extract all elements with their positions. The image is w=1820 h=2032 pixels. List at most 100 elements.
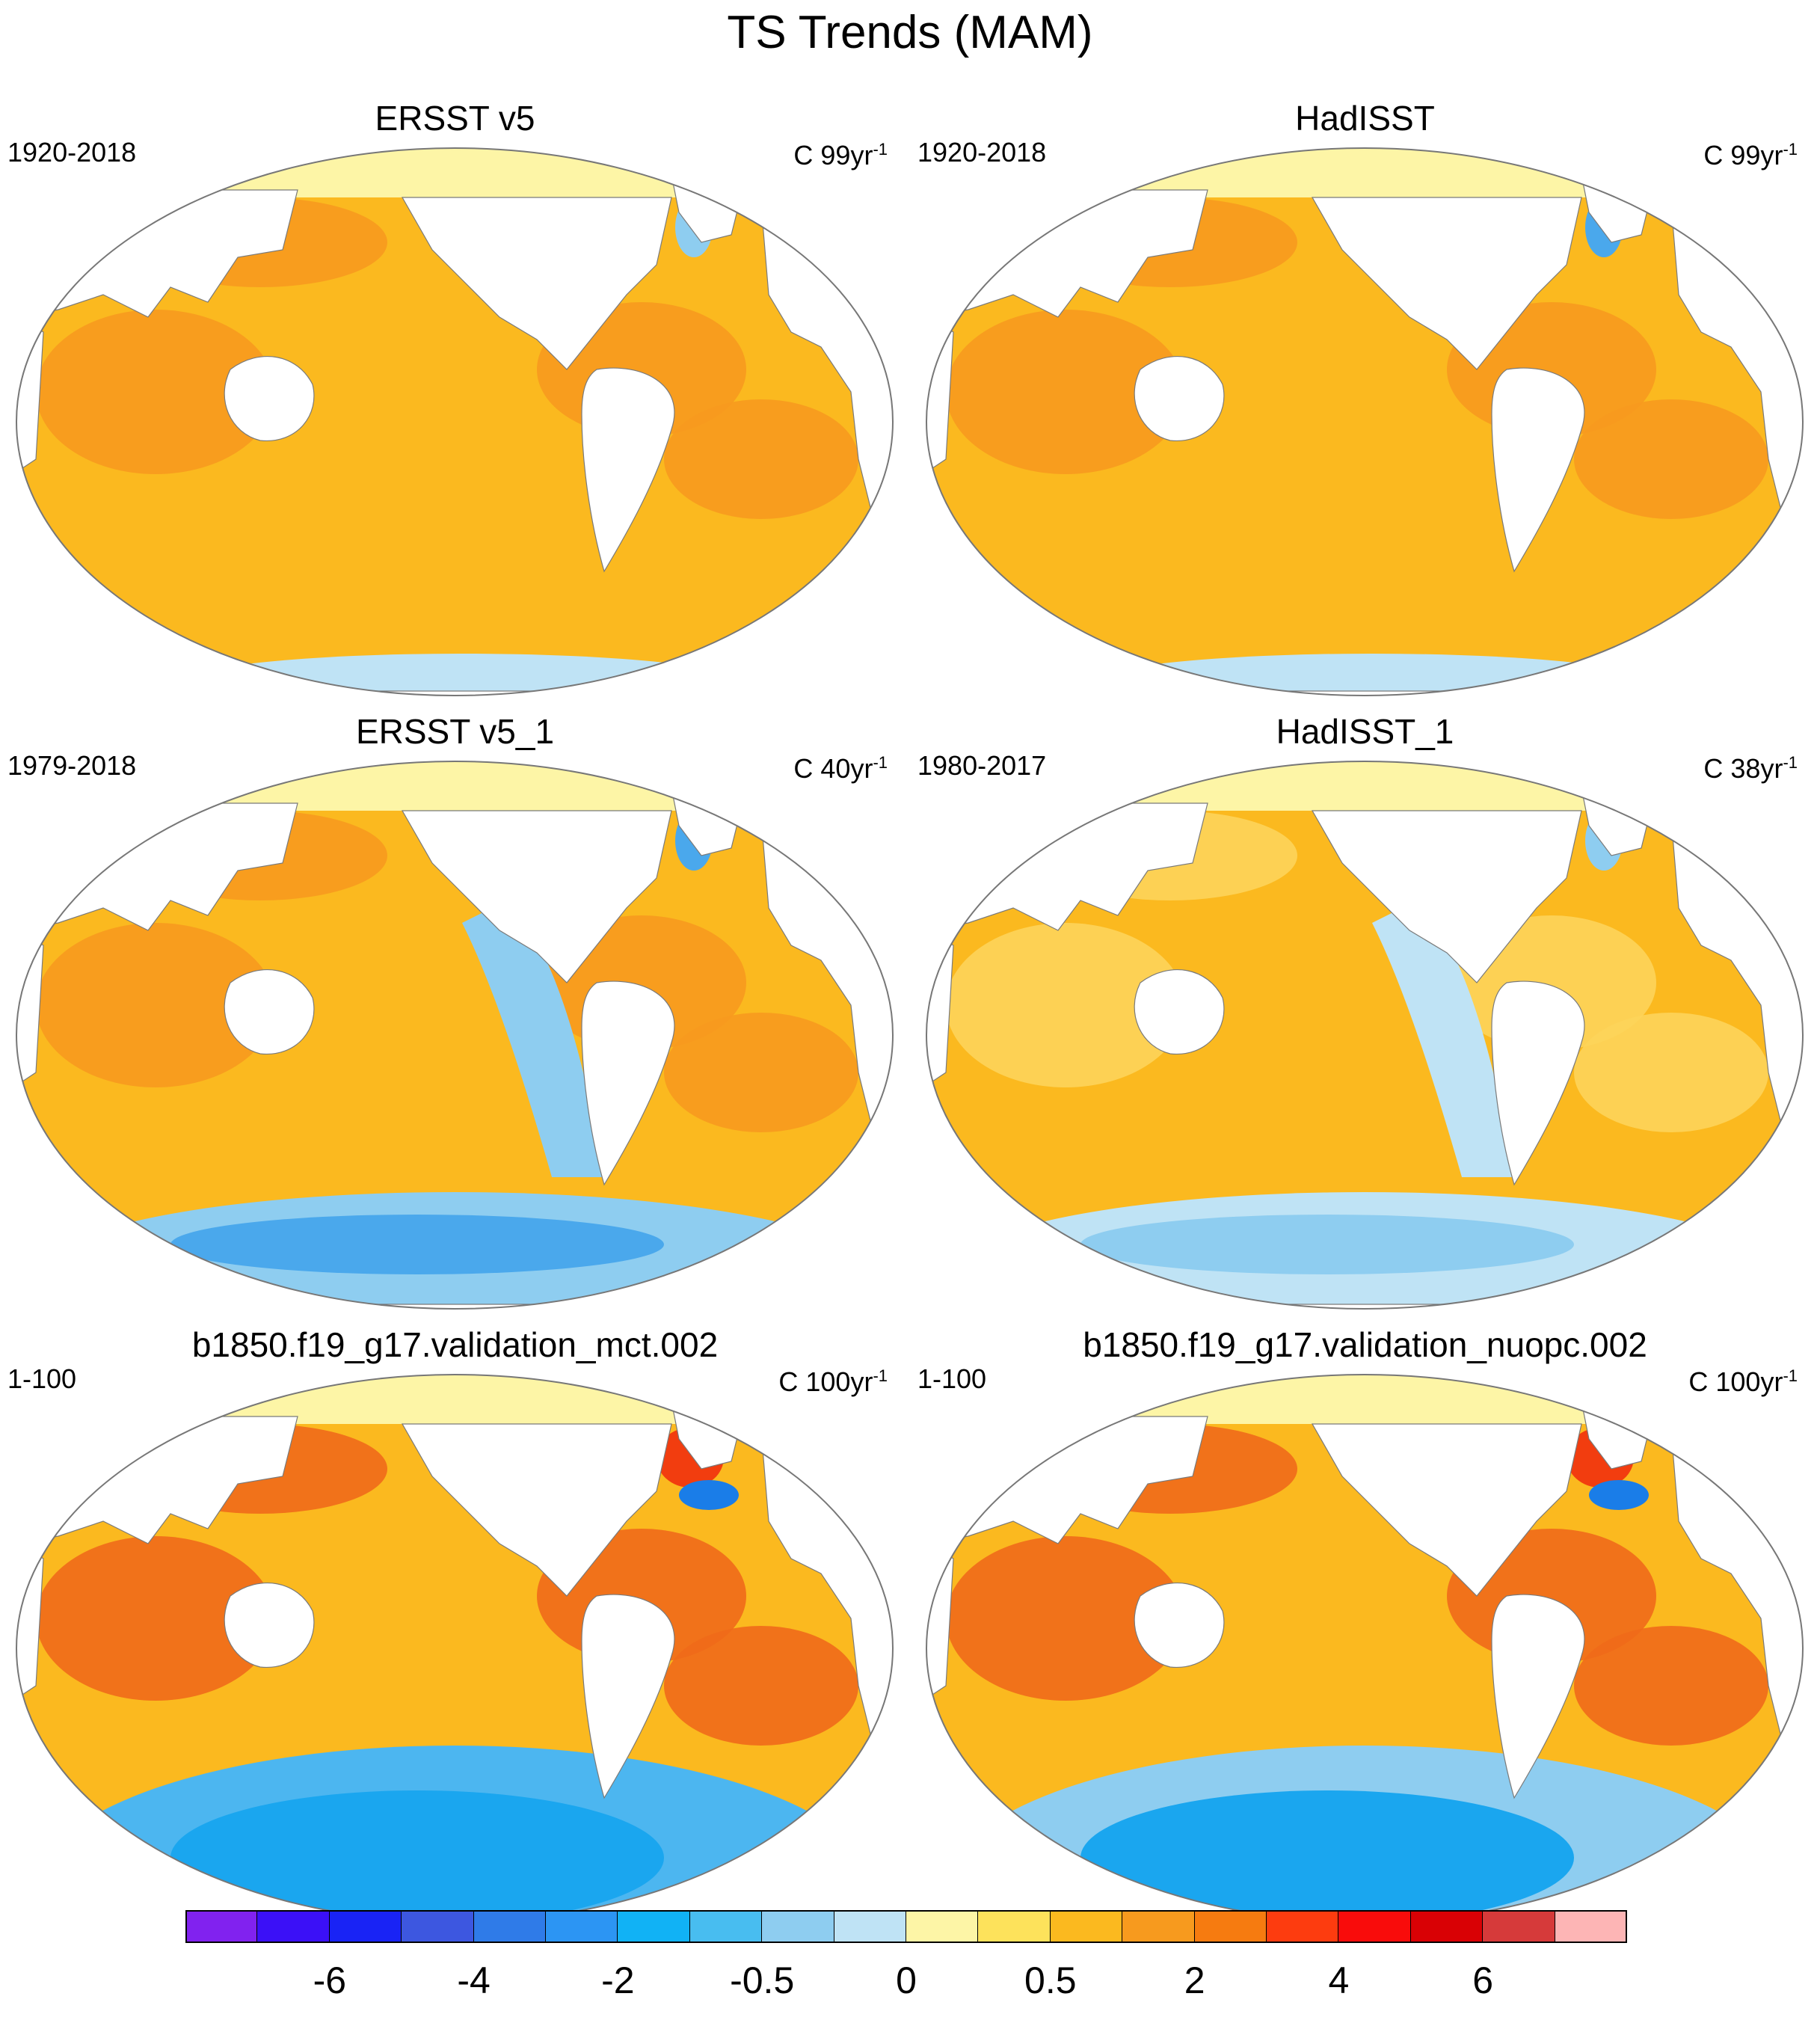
southern-cool-core [170, 1215, 664, 1274]
panel-period-label: 1920-2018 [917, 137, 1047, 168]
panel-units-label: C 99yr-1 [793, 133, 888, 172]
warm-anomaly [946, 1536, 1185, 1701]
colorbar-swatch [834, 1910, 906, 1943]
panel-period-label: 1-100 [917, 1363, 987, 1394]
panel-units-label: C 38yr-1 [1703, 746, 1798, 785]
colorbar-frame [185, 1910, 1627, 1943]
land-mass [401, 197, 672, 370]
land-mass [1134, 355, 1225, 441]
colorbar-tick-label: -6 [313, 1959, 347, 2001]
robinson-map [926, 761, 1804, 1310]
map-panel-1: ERSST v5 1920-2018 C 99yr-1 [0, 97, 910, 718]
units-exponent: -1 [873, 1366, 888, 1385]
robinson-map [926, 1374, 1804, 1923]
land-mass [581, 367, 675, 573]
colorbar-swatch [402, 1910, 474, 1943]
warm-anomaly [664, 1626, 858, 1746]
warm-anomaly [1574, 399, 1768, 519]
colorbar-swatch [1338, 1910, 1411, 1943]
warm-anomaly [36, 310, 275, 474]
panel-title: ERSST v5_1 [355, 712, 555, 751]
colorbar-tick-label: -2 [601, 1959, 635, 2001]
colorbar-swatch [1483, 1910, 1555, 1943]
arctic-band [926, 761, 1803, 811]
warm-anomaly [946, 310, 1185, 474]
land-mass [1491, 980, 1585, 1186]
panel-period-label: 1980-2017 [917, 750, 1047, 781]
arctic-band [16, 148, 893, 197]
panel-units-label: C 40yr-1 [793, 746, 888, 785]
east-pacific-cool-tongue [462, 900, 604, 1177]
colorbar-tick-label: -0.5 [730, 1959, 795, 2001]
colorbar-swatch [618, 1910, 690, 1943]
colorbar-swatch [762, 1910, 834, 1943]
units-exponent: -1 [873, 753, 888, 772]
robinson-map [16, 1374, 894, 1923]
colorbar-tick-label: -4 [457, 1959, 491, 2001]
colorbar-swatch [257, 1910, 330, 1943]
map-panel-6: b1850.f19_g17.validation_nuopc.002 1-100 C… [910, 1324, 1820, 1944]
land-mass [1134, 1582, 1225, 1668]
colorbar-swatch [185, 1910, 258, 1943]
colorbar-swatch [1410, 1910, 1484, 1943]
map-outline [926, 761, 1804, 1310]
colorbar-swatch [689, 1910, 763, 1943]
land-mass [1491, 367, 1585, 573]
panel-period-label: 1920-2018 [7, 137, 137, 168]
warm-anomaly [664, 1013, 858, 1132]
warm-anomaly [664, 399, 858, 519]
colorbar-swatch [1555, 1910, 1627, 1943]
colorbar-swatch [546, 1910, 618, 1943]
colorbar-tick-label: 0 [896, 1959, 917, 2001]
map-panel-2: HadISST 1920-2018 C 99yr-1 [910, 97, 1820, 718]
colorbar-tick-label: 6 [1472, 1959, 1494, 2001]
southern-cool-core [170, 1790, 664, 1922]
north-atlantic-cold-spot [1589, 1480, 1649, 1510]
panel-title: b1850.f19_g17.validation_mct.002 [191, 1325, 719, 1364]
map-outline [16, 761, 894, 1310]
southern-cool-band [1088, 654, 1656, 696]
units-text: C 100yr [778, 1366, 873, 1397]
units-text: C 38yr [1703, 753, 1783, 784]
panel-title: HadISST_1 [1276, 712, 1454, 751]
units-exponent: -1 [1783, 753, 1798, 772]
units-exponent: -1 [1783, 140, 1798, 159]
land-mass [1311, 197, 1582, 370]
map-panel-4: HadISST_1 1980-2017 C 38yr-1 [910, 710, 1820, 1331]
panel-period-label: 1979-2018 [7, 750, 137, 781]
units-text: C 40yr [793, 753, 873, 784]
colorbar-tick-label: 4 [1328, 1959, 1350, 2001]
land-mass [401, 810, 672, 983]
panel-units-label: C 99yr-1 [1703, 133, 1798, 172]
map-panel-3: ERSST v5_1 1979-2018 C 40yr-1 [0, 710, 910, 1331]
colorbar-swatch [1122, 1910, 1195, 1943]
land-mass [224, 355, 315, 441]
robinson-map [16, 147, 894, 696]
southern-cool-core [1080, 1215, 1574, 1274]
southern-cool-band [178, 654, 746, 696]
land-mass [401, 1423, 672, 1597]
colorbar-swatch [906, 1910, 979, 1943]
robinson-map [926, 147, 1804, 696]
southern-cool-core [1080, 1790, 1574, 1922]
colorbar-tick-label: 0.5 [1024, 1959, 1077, 2001]
units-text: C 100yr [1688, 1366, 1783, 1397]
units-exponent: -1 [873, 140, 888, 159]
panel-title: ERSST v5 [375, 99, 535, 138]
land-mass [1311, 810, 1582, 983]
robinson-map [16, 761, 894, 1310]
arctic-band [16, 761, 893, 811]
units-text: C 99yr [1703, 140, 1783, 171]
north-atlantic-cold-spot [679, 1480, 739, 1510]
warm-anomaly [1574, 1013, 1768, 1132]
map-panel-5: b1850.f19_g17.validation_mct.002 1-100 C 1… [0, 1324, 910, 1944]
arctic-band [926, 148, 1803, 197]
units-exponent: -1 [1783, 1366, 1798, 1385]
map-outline [926, 147, 1804, 696]
colorbar-swatch [329, 1910, 402, 1943]
colorbar: -6 -4 -2 -0.5 0 0.5 2 4 6 [0, 1907, 1820, 2032]
land-mass [1311, 1423, 1582, 1597]
east-pacific-cool-tongue [1372, 900, 1514, 1177]
panel-title: HadISST [1295, 99, 1435, 138]
colorbar-swatch [1267, 1910, 1339, 1943]
